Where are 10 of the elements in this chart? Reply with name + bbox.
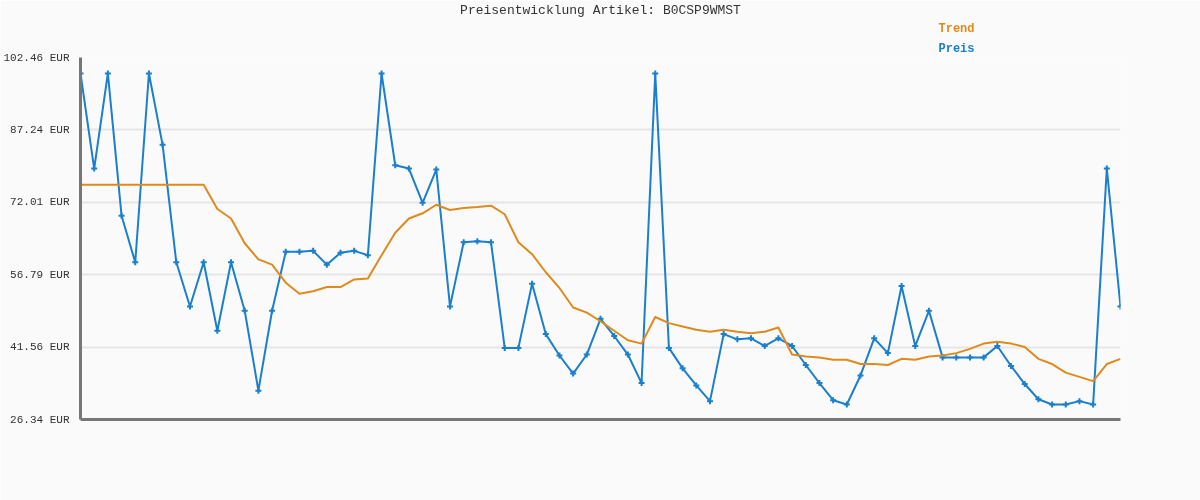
y-tick-label: 56.79 EUR	[10, 268, 70, 281]
line-series	[80, 183, 1121, 383]
y-tick-label: 102.46 EUR	[3, 51, 70, 64]
y-tick-label: 41.56 EUR	[10, 341, 70, 354]
y-tick-label: 87.24 EUR	[10, 123, 70, 136]
y-tick-label: 72.01 EUR	[10, 196, 70, 209]
chart-title: Preisentwicklung Artikel: B0CSP9WMST	[460, 2, 742, 18]
text: Preis	[938, 41, 975, 56]
y-tick-label: 26.34 EUR	[10, 413, 70, 426]
text: Trend	[938, 21, 975, 36]
